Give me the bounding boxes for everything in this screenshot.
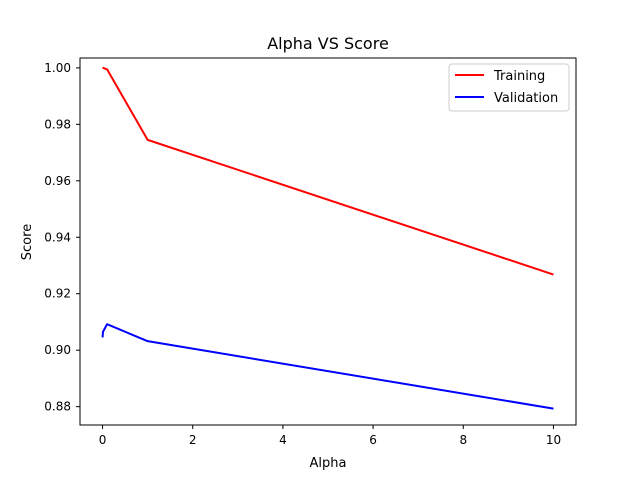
legend: Training Validation xyxy=(448,63,570,112)
y-tick-label: 0.94 xyxy=(44,230,71,244)
y-tick-label: 0.90 xyxy=(44,343,71,357)
series-line-validation xyxy=(101,323,554,410)
series-layer xyxy=(101,66,554,410)
plot-frame xyxy=(79,57,577,426)
y-tick-label: 1.00 xyxy=(44,61,71,75)
y-axis-label: Score xyxy=(20,224,35,260)
y-tick-label: 0.88 xyxy=(44,400,71,414)
y-tick-label: 0.98 xyxy=(44,117,71,131)
legend-label-training: Training xyxy=(493,69,545,84)
x-tick-label: 0 xyxy=(99,433,107,447)
y-tick-label: 0.96 xyxy=(44,174,71,188)
x-tick-label: 6 xyxy=(369,433,377,447)
x-tick-label: 10 xyxy=(546,433,561,447)
y-axis-ticks: 0.88 0.90 0.92 0.94 0.96 0.98 1.00 xyxy=(44,61,80,414)
x-tick-label: 2 xyxy=(189,433,197,447)
x-tick-label: 8 xyxy=(459,433,467,447)
x-tick-label: 4 xyxy=(279,433,287,447)
x-axis-label: Alpha xyxy=(310,456,347,471)
y-tick-label: 0.92 xyxy=(44,287,71,301)
legend-label-validation: Validation xyxy=(494,91,558,106)
x-axis-ticks: 0 2 4 6 8 10 xyxy=(99,425,561,447)
series-line-training xyxy=(102,66,554,276)
chart-title: Alpha VS Score xyxy=(267,34,389,53)
